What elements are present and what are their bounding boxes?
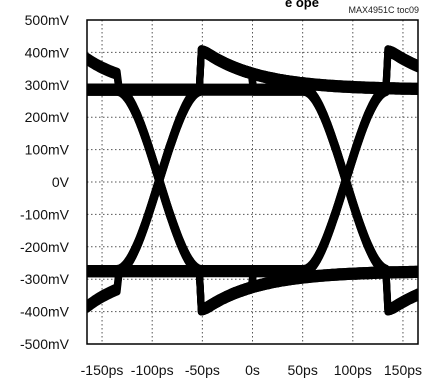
chart-title-fragment: e ope (285, 0, 319, 10)
eye-traces (87, 45, 418, 316)
y-tick-label: 400mV (25, 44, 70, 60)
y-tick-label: -300mV (20, 271, 70, 287)
eye-trace (87, 265, 418, 311)
y-tick-label: -500mV (20, 336, 70, 352)
figure-id-label: MAX4951C toc09 (348, 5, 419, 15)
y-tick-label: -400mV (20, 304, 70, 320)
x-tick-label: 100ps (334, 362, 372, 378)
plot-frame (86, 19, 419, 345)
y-tick-label: -200mV (20, 239, 70, 255)
eye-trace (87, 45, 418, 311)
y-tick-label: 0V (52, 174, 70, 190)
x-tick-label: -100ps (131, 362, 174, 378)
x-tick-label: 50ps (287, 362, 317, 378)
x-tick-label: -150ps (81, 362, 124, 378)
eye-trace (87, 45, 418, 91)
x-tick-label: -50ps (185, 362, 220, 378)
y-tick-label: 500mV (25, 12, 70, 28)
y-tick-label: 200mV (25, 109, 70, 125)
y-tick-label: 100mV (25, 142, 70, 158)
x-tick-label: 0s (245, 362, 260, 378)
tick-labels: 500mV 400mV 300mV 200mV 100mV 0V -100mV -200mV -… (20, 12, 422, 378)
y-tick-label: -100mV (20, 206, 70, 222)
y-tick-label: 300mV (25, 77, 70, 93)
x-tick-label: 150ps (384, 362, 422, 378)
